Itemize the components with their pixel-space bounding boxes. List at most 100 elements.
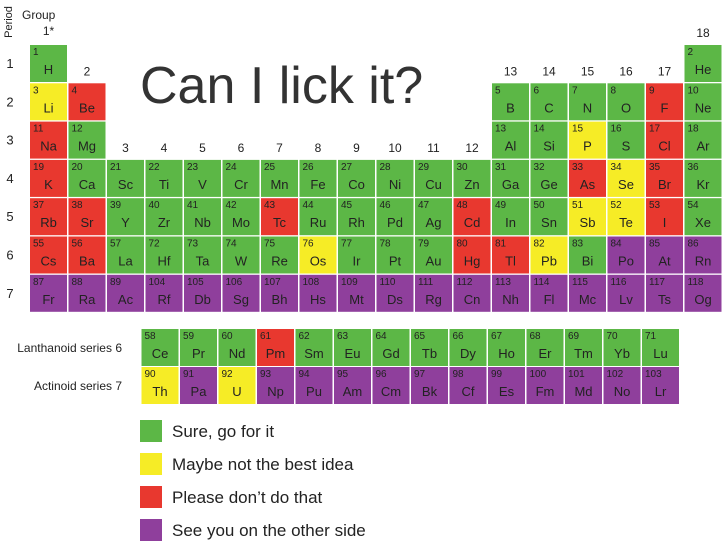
atomic-number: 63 xyxy=(337,331,349,342)
element-cell xyxy=(684,83,722,121)
element-symbol: Cs xyxy=(41,254,57,269)
atomic-number: 83 xyxy=(572,239,584,250)
element-cell xyxy=(607,121,645,159)
atomic-number: 25 xyxy=(264,162,276,173)
element-cell xyxy=(68,83,106,121)
element-symbol: Er xyxy=(539,346,553,361)
group-label: 14 xyxy=(542,64,556,78)
atomic-number: 48 xyxy=(457,200,469,211)
atomic-number: 82 xyxy=(534,239,546,250)
element-symbol: K xyxy=(44,177,53,192)
element-cell xyxy=(295,329,333,366)
element-cell xyxy=(107,159,144,197)
element-symbol: As xyxy=(580,177,596,192)
group-label: 13 xyxy=(504,64,518,78)
element-cell xyxy=(453,159,491,197)
element-cell xyxy=(492,121,529,159)
element-symbol: Ge xyxy=(540,177,557,192)
element-cell xyxy=(184,159,221,197)
atomic-number: 51 xyxy=(572,200,584,211)
atomic-number: 72 xyxy=(149,239,161,250)
element-symbol: Sg xyxy=(233,292,249,307)
element-symbol: Ce xyxy=(152,346,169,361)
element-cell xyxy=(569,236,606,274)
atomic-number: 39 xyxy=(110,200,122,211)
element-symbol: Nd xyxy=(229,346,246,361)
atomic-number: 8 xyxy=(611,85,617,96)
atomic-number: 40 xyxy=(149,200,161,211)
element-cell xyxy=(411,367,448,404)
element-cell xyxy=(141,329,179,366)
atomic-number: 58 xyxy=(145,331,157,342)
element-cell xyxy=(222,159,260,197)
element-cell xyxy=(145,236,183,274)
element-symbol: Tm xyxy=(574,346,593,361)
atomic-number: 47 xyxy=(418,200,430,211)
element-cell xyxy=(449,329,487,366)
atomic-number: 31 xyxy=(495,162,507,173)
element-symbol: Fe xyxy=(310,177,325,192)
element-symbol: Cf xyxy=(462,384,475,399)
atomic-number: 35 xyxy=(649,162,661,173)
atomic-number: 4 xyxy=(72,85,78,96)
atomic-number: 85 xyxy=(649,239,661,250)
atomic-number: 10 xyxy=(688,85,700,96)
element-cell xyxy=(603,367,641,404)
element-symbol: Gd xyxy=(382,346,399,361)
element-symbol: Al xyxy=(505,139,517,154)
atomic-number: 2 xyxy=(688,47,694,58)
element-cell xyxy=(141,367,179,404)
atomic-number: 108 xyxy=(303,277,320,288)
element-symbol: Ru xyxy=(310,215,327,230)
legend-label: See you on the other side xyxy=(172,521,366,540)
atomic-number: 67 xyxy=(491,331,503,342)
atomic-number: 60 xyxy=(222,331,234,342)
element-symbol: Cl xyxy=(658,139,670,154)
element-symbol: Rf xyxy=(158,292,171,307)
element-symbol: Sm xyxy=(304,346,324,361)
element-cell xyxy=(607,274,645,312)
element-symbol: Br xyxy=(658,177,672,192)
group-label: 3 xyxy=(122,141,129,155)
element-symbol: Xe xyxy=(695,215,711,230)
element-cell xyxy=(646,83,683,121)
element-symbol: Ra xyxy=(79,292,96,307)
period-label: 5 xyxy=(6,209,13,224)
element-symbol: Mt xyxy=(349,292,364,307)
element-cell xyxy=(180,329,217,366)
element-cell xyxy=(530,83,568,121)
element-symbol: N xyxy=(583,100,592,115)
element-symbol: Be xyxy=(79,100,95,115)
atomic-number: 69 xyxy=(568,331,580,342)
element-cell xyxy=(492,83,529,121)
element-symbol: Nb xyxy=(194,215,211,230)
element-symbol: Ca xyxy=(79,177,96,192)
element-symbol: Zr xyxy=(158,215,171,230)
group-label: 6 xyxy=(238,141,245,155)
atomic-number: 38 xyxy=(72,200,84,211)
element-cell xyxy=(184,274,221,312)
element-cell xyxy=(607,83,645,121)
element-symbol: P xyxy=(583,139,592,154)
element-symbol: Li xyxy=(43,100,53,115)
element-cell xyxy=(449,367,487,404)
element-cell xyxy=(145,159,183,197)
element-symbol: Hf xyxy=(158,254,171,269)
atomic-number: 28 xyxy=(380,162,392,173)
atomic-number: 94 xyxy=(299,369,311,380)
atomic-number: 100 xyxy=(530,369,547,380)
element-cell xyxy=(526,329,564,366)
element-cell xyxy=(569,198,606,236)
element-symbol: Os xyxy=(310,254,327,269)
element-cell xyxy=(372,329,410,366)
atomic-number: 6 xyxy=(534,85,540,96)
atomic-number: 12 xyxy=(72,124,84,135)
element-cell xyxy=(488,367,525,404)
element-symbol: Fr xyxy=(42,292,55,307)
element-symbol: U xyxy=(232,384,241,399)
element-cell xyxy=(261,236,298,274)
atomic-number: 52 xyxy=(611,200,623,211)
atomic-number: 22 xyxy=(149,162,161,173)
group-label: 8 xyxy=(315,141,322,155)
element-symbol: Te xyxy=(619,215,633,230)
